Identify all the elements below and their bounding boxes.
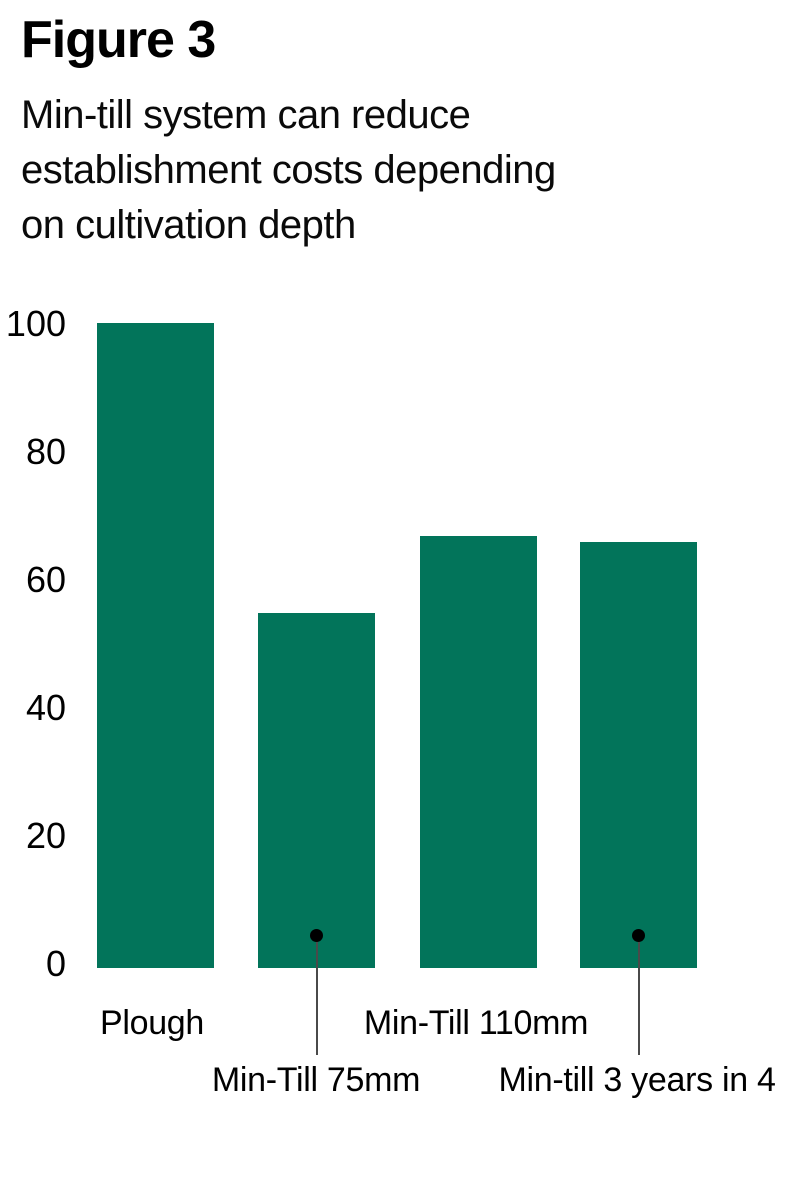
- annotation-dot-min-till-75mm: [310, 929, 323, 942]
- bar-min-till-110mm: [420, 536, 537, 968]
- y-axis-tick-0: 0: [45, 943, 66, 984]
- y-axis-tick-60: 60: [25, 559, 66, 600]
- bar-min-till-75mm: [258, 613, 375, 968]
- figure-subtitle: Min-till system can reduce establishment…: [21, 88, 556, 253]
- x-label-min-till-3-years-in-4: Min-till 3 years in 4: [498, 1061, 776, 1099]
- y-axis-tick-80: 80: [25, 431, 66, 472]
- y-axis-tick-100: 100: [5, 303, 66, 344]
- subtitle-line-1: Min-till system can reduce: [21, 93, 471, 137]
- x-label-min-till-110mm: Min-Till 110mm: [363, 1004, 589, 1042]
- x-label-plough: Plough: [99, 1004, 205, 1042]
- leader-line-min-till-75mm: [316, 935, 318, 1055]
- bar-plough: [97, 323, 214, 968]
- subtitle-line-3: on cultivation depth: [21, 203, 356, 247]
- y-axis-tick-40: 40: [25, 687, 66, 728]
- y-axis-tick-20: 20: [25, 815, 66, 856]
- subtitle-line-2: establishment costs depending: [21, 148, 556, 192]
- bar-min-till-3-years-in-4: [580, 542, 697, 968]
- leader-line-min-till-3-years-in-4: [638, 935, 640, 1055]
- x-label-min-till-75mm: Min-Till 75mm: [211, 1061, 421, 1099]
- annotation-dot-min-till-3-years-in-4: [632, 929, 645, 942]
- figure-title: Figure 3: [21, 11, 216, 69]
